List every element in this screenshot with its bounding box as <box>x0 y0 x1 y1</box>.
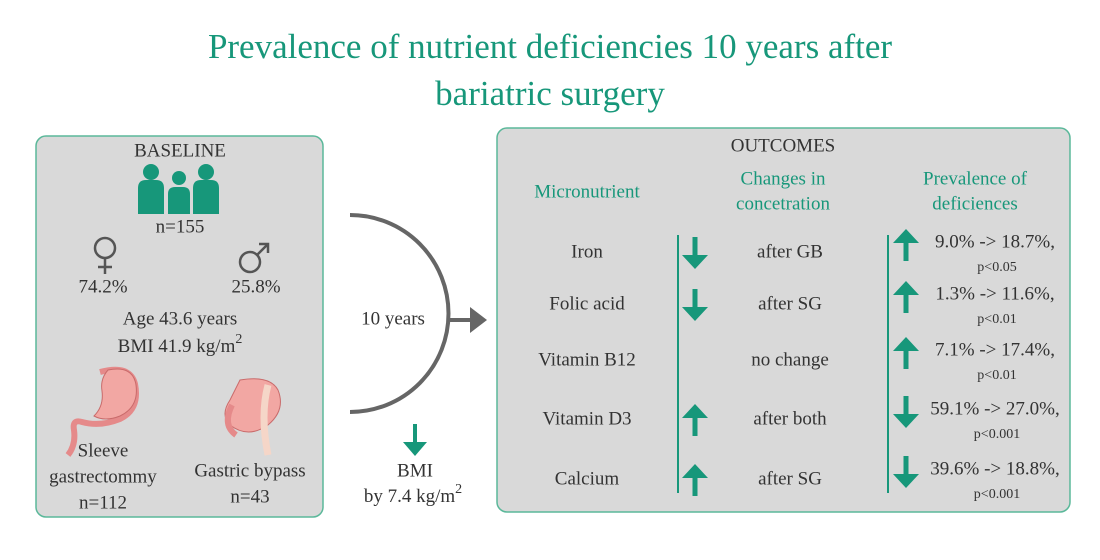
micronutrient: Iron <box>571 241 603 262</box>
arrow-down <box>893 396 919 428</box>
title: bariatric surgery <box>435 74 665 113</box>
arrow-head <box>470 307 487 333</box>
arrow-up <box>893 281 919 313</box>
male-percent: 25.8% <box>231 276 280 297</box>
sample-size: n=155 <box>156 216 205 237</box>
people-icon <box>138 164 219 214</box>
column-header: Micronutrient <box>534 181 640 202</box>
arrow-down <box>682 237 708 269</box>
arrow-up <box>682 404 708 436</box>
bmi-change-sup: 2 <box>455 482 462 497</box>
bypass-n: n=43 <box>230 486 269 507</box>
sleeve-label: gastrectommy <box>49 466 157 487</box>
bmi-change: by 7.4 kg/m2 <box>364 482 462 507</box>
prevalence: 9.0% -> 18.7%, <box>935 231 1055 252</box>
arrow-down <box>682 289 708 321</box>
p-value: p<0.001 <box>974 487 1020 502</box>
micronutrient: Vitamin B12 <box>538 349 636 370</box>
sleeve-n: n=112 <box>79 492 127 513</box>
change: no change <box>751 349 829 370</box>
column-header: Changes in <box>741 168 826 189</box>
p-value: p<0.05 <box>977 260 1016 275</box>
column-header: Prevalence of <box>923 168 1028 189</box>
time-arc <box>349 213 451 414</box>
bmi-text: BMI 41.9 kg/m <box>118 336 236 357</box>
bmi-label: BMI <box>397 460 433 481</box>
change: after SG <box>758 468 822 489</box>
baseline-heading: BASELINE <box>134 140 226 161</box>
bypass-label: Gastric bypass <box>194 460 305 481</box>
prevalence: 1.3% -> 11.6%, <box>935 283 1054 304</box>
female-icon <box>93 236 117 274</box>
bmi-sup: 2 <box>235 332 242 347</box>
prevalence: 39.6% -> 18.8%, <box>930 458 1059 479</box>
period: 10 years <box>361 308 425 329</box>
outcomes-heading: OUTCOMES <box>731 135 836 156</box>
prevalence: 59.1% -> 27.0%, <box>930 398 1059 419</box>
age: Age 43.6 years <box>123 308 238 329</box>
arrow-up <box>682 464 708 496</box>
micronutrient: Calcium <box>555 468 620 489</box>
bmi-change-text: by 7.4 kg/m <box>364 486 456 507</box>
micronutrient: Folic acid <box>549 293 625 314</box>
p-value: p<0.001 <box>974 427 1020 442</box>
outcomes-panel <box>496 127 1071 513</box>
bmi-down-arrow <box>403 424 427 456</box>
change: after GB <box>757 241 823 262</box>
arrow-up <box>893 337 919 369</box>
bmi: BMI 41.9 kg/m2 <box>118 332 243 357</box>
arrow-up <box>893 229 919 261</box>
sleeve-icon <box>65 366 139 457</box>
column-header: deficiences <box>932 193 1017 214</box>
p-value: p<0.01 <box>977 312 1016 327</box>
prevalence: 7.1% -> 17.4%, <box>935 339 1055 360</box>
micronutrient: Vitamin D3 <box>542 408 631 429</box>
column-header: concetration <box>736 193 830 214</box>
title: Prevalence of nutrient deficiencies 10 y… <box>208 27 892 66</box>
bypass-icon <box>224 378 281 456</box>
arrow-down <box>893 456 919 488</box>
sleeve-label: Sleeve <box>78 440 129 461</box>
male-icon <box>238 242 270 274</box>
change: after both <box>753 408 827 429</box>
p-value: p<0.01 <box>977 368 1016 383</box>
female-percent: 74.2% <box>78 276 127 297</box>
change: after SG <box>758 293 822 314</box>
